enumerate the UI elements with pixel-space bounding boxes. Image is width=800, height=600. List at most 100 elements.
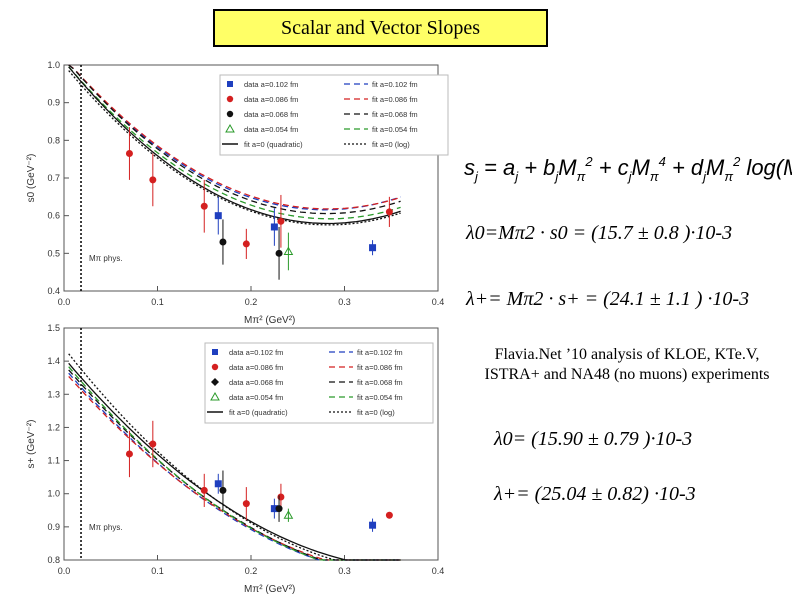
- legend-marker: [212, 349, 218, 355]
- x-tick-label: 0.1: [151, 297, 164, 307]
- fit-curve: [68, 366, 401, 561]
- x-axis-label: Mπ² (GeV²): [244, 315, 295, 326]
- note-line-2: ISTRA+ and NA48 (no muons) experiments: [484, 366, 770, 383]
- vector-slope-chart: 0.0 0.1 0.2 0.3 0.4 0.8 0.9 1.0 1.1 1.2 1.3 1.4 1.5 M…: [26, 323, 445, 595]
- legend-label: fit a=0.068 fm: [357, 378, 403, 387]
- legend-label: data a=0.102 fm: [229, 348, 283, 357]
- y-axis-label: s0 (GeV⁻²): [26, 154, 37, 203]
- legend-label: fit a=0.086 fm: [372, 95, 418, 104]
- physical-mass-label: Mπ phys.: [89, 254, 123, 263]
- lambda0-top: λ0=Mπ2 · s0 = (15.7 ± 0.8 )·10-3: [466, 222, 733, 244]
- data-point: [219, 238, 227, 246]
- legend-label: fit a=0.054 fm: [372, 125, 418, 134]
- legend-label: data a=0.086 fm: [229, 363, 283, 372]
- data-point: [219, 486, 227, 494]
- legend-label: fit a=0.102 fm: [372, 80, 418, 89]
- legend-label: fit a=0.102 fm: [357, 348, 403, 357]
- legend-label: data a=0.054 fm: [244, 125, 298, 134]
- legend-marker: [210, 391, 220, 401]
- data-point: [283, 510, 294, 519]
- data-point: [125, 150, 133, 158]
- fit-curve: [68, 66, 401, 225]
- legend-marker: [226, 95, 234, 103]
- x-tick-label: 0.0: [58, 297, 71, 307]
- fit-curve: [68, 353, 401, 561]
- legend-label: fit a=0.068 fm: [372, 110, 418, 119]
- y-tick-label: 1.3: [47, 389, 60, 399]
- lambdaplus-bottom: λ+= (25.04 ± 0.82) ·10-3: [494, 483, 696, 505]
- x-tick-label: 0.0: [58, 566, 71, 576]
- y-tick-label: 0.4: [47, 286, 60, 296]
- note-line-1: Flavia.Net ’10 analysis of KLOE, KTe.V,: [494, 346, 760, 363]
- scalar-slope-chart: 0.0 0.1 0.2 0.3 0.4 0.4 0.5 0.6 0.7 0.8 0.9 1.0 Mπ² …: [26, 60, 449, 326]
- x-tick-label: 0.2: [245, 297, 258, 307]
- x-tick-label: 0.1: [151, 566, 164, 576]
- y-tick-label: 0.5: [47, 248, 60, 258]
- physical-mass-label: Mπ phys.: [89, 523, 123, 532]
- y-tick-label: 1.1: [47, 456, 60, 466]
- fit-curve: [68, 64, 401, 210]
- legend-marker: [227, 81, 233, 87]
- page-title: Scalar and Vector Slopes: [213, 9, 548, 47]
- legend-marker: [211, 363, 219, 371]
- data-point: [149, 440, 157, 448]
- x-tick-label: 0.4: [432, 566, 445, 576]
- y-tick-label: 1.0: [47, 489, 60, 499]
- y-tick-label: 0.8: [47, 555, 60, 565]
- legend-marker: [226, 110, 234, 118]
- fit-curve: [68, 66, 401, 220]
- legend-box: [219, 74, 449, 156]
- data-point: [385, 511, 393, 519]
- data-point: [385, 208, 393, 216]
- lambdaplus-top: λ+= Mπ2 · s+ = (24.1 ± 1.1 ) ·10-3: [466, 288, 750, 310]
- legend-label: data a=0.068 fm: [229, 378, 283, 387]
- legend-label: fit a=0 (log): [357, 408, 395, 417]
- data-point: [275, 505, 283, 513]
- y-tick-label: 0.9: [47, 98, 60, 108]
- y-tick-label: 0.8: [47, 135, 60, 145]
- y-tick-label: 1.0: [47, 60, 60, 70]
- x-axis-label: Mπ² (GeV²): [244, 584, 295, 595]
- data-point: [275, 249, 283, 257]
- data-point: [369, 244, 377, 252]
- y-tick-label: 1.2: [47, 422, 60, 432]
- data-point: [369, 521, 377, 529]
- legend-marker: [225, 123, 235, 133]
- data-point: [270, 505, 278, 513]
- data-point: [214, 480, 222, 488]
- legend-label: data a=0.086 fm: [244, 95, 298, 104]
- y-tick-label: 1.5: [47, 323, 60, 333]
- x-tick-label: 0.2: [245, 566, 258, 576]
- x-tick-label: 0.3: [338, 297, 351, 307]
- legend-box: [204, 342, 434, 424]
- x-tick-label: 0.4: [432, 297, 445, 307]
- fit-curve: [68, 64, 401, 215]
- data-point: [242, 240, 250, 248]
- legend-label: fit a=0 (log): [372, 140, 410, 149]
- data-point: [214, 212, 222, 220]
- legend-label: fit a=0 (quadratic): [244, 140, 303, 149]
- legend-label: data a=0.054 fm: [229, 393, 283, 402]
- slope-formula: sj = aj + bjMπ2 + cjMπ4 + djMπ2 log(Mπ2): [464, 154, 792, 184]
- legend-label: data a=0.068 fm: [244, 110, 298, 119]
- y-tick-label: 0.9: [47, 522, 60, 532]
- x-tick-label: 0.3: [338, 566, 351, 576]
- legend-label: fit a=0.054 fm: [357, 393, 403, 402]
- legend-label: data a=0.102 fm: [244, 80, 298, 89]
- data-point: [283, 246, 294, 255]
- legend-label: fit a=0.086 fm: [357, 363, 403, 372]
- data-point: [242, 500, 250, 508]
- legend-label: fit a=0 (quadratic): [229, 408, 288, 417]
- data-point: [125, 450, 133, 458]
- data-point: [200, 202, 208, 210]
- data-point: [270, 223, 278, 231]
- y-tick-label: 0.6: [47, 211, 60, 221]
- data-point: [277, 493, 285, 501]
- y-axis-label: s+ (GeV⁻²): [26, 420, 37, 469]
- lambda0-bottom: λ0= (15.90 ± 0.79 )·10-3: [494, 428, 693, 450]
- formula-text: sj = aj + bjMπ2 + cjMπ4 + djMπ2 log(Mπ2): [464, 154, 792, 184]
- legend-marker: [211, 378, 219, 386]
- data-point: [200, 486, 208, 494]
- data-point: [149, 176, 157, 184]
- data-point: [277, 217, 285, 225]
